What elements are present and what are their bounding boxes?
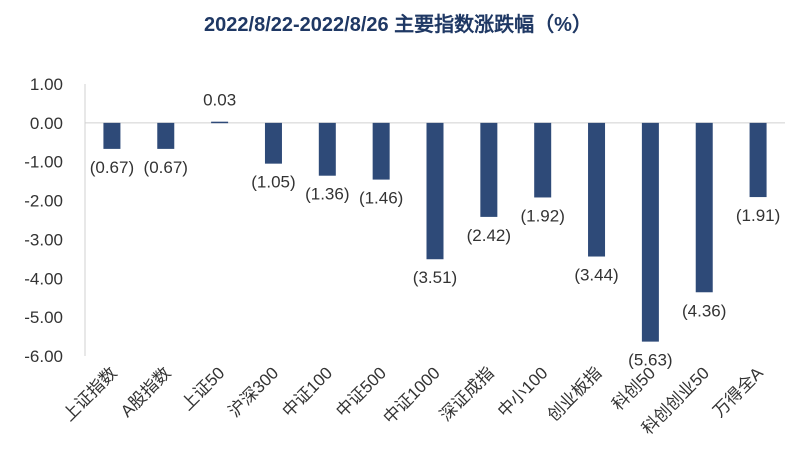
data-label: (1.05) [251, 173, 295, 192]
category-label: A股指数 [117, 363, 175, 421]
bar [641, 122, 659, 342]
data-label: (0.67) [90, 158, 134, 177]
bar [749, 122, 767, 198]
category-label: 科创50 [608, 363, 659, 414]
data-label: (3.44) [574, 266, 618, 285]
category-label: 中小100 [494, 363, 552, 421]
data-label: 0.03 [203, 91, 236, 110]
bar [211, 121, 229, 124]
data-label: (1.92) [520, 206, 564, 225]
y-tick-label: -2.00 [24, 192, 63, 211]
data-label: (4.36) [682, 301, 726, 320]
data-label: (2.42) [467, 226, 511, 245]
bar [426, 122, 444, 260]
y-tick-label: -3.00 [24, 230, 63, 249]
bar [534, 122, 552, 198]
y-tick-label: -6.00 [24, 347, 63, 366]
bar [480, 122, 498, 217]
bar [695, 122, 713, 293]
y-tick-label: 1.00 [30, 75, 63, 94]
category-label: 上证50 [178, 363, 229, 414]
category-label: 深证成指 [436, 363, 498, 425]
category-label: 沪深300 [225, 363, 283, 421]
chart-title: 2022/8/22-2022/8/26 主要指数涨跌幅（%） [204, 14, 592, 36]
category-label: 中证100 [279, 363, 337, 421]
data-label: (5.63) [628, 351, 672, 370]
category-label: 中证1000 [380, 363, 444, 427]
category-label: 万得全A [709, 363, 767, 421]
y-tick-label: -5.00 [24, 308, 63, 327]
bar [372, 122, 390, 180]
bar [103, 122, 121, 149]
data-label: (1.46) [359, 189, 403, 208]
y-tick-label: -1.00 [24, 153, 63, 172]
data-label: (1.36) [305, 185, 349, 204]
category-label: 创业板指 [544, 363, 606, 425]
bar [318, 122, 336, 176]
data-label: (1.91) [736, 206, 780, 225]
bar [264, 122, 282, 164]
bar [157, 122, 175, 149]
bar [588, 122, 606, 257]
y-tick-label: -4.00 [24, 269, 63, 288]
category-label: 上证指数 [59, 363, 121, 425]
data-label: (0.67) [144, 158, 188, 177]
data-label: (3.51) [413, 268, 457, 287]
y-tick-label: 0.00 [30, 114, 63, 133]
